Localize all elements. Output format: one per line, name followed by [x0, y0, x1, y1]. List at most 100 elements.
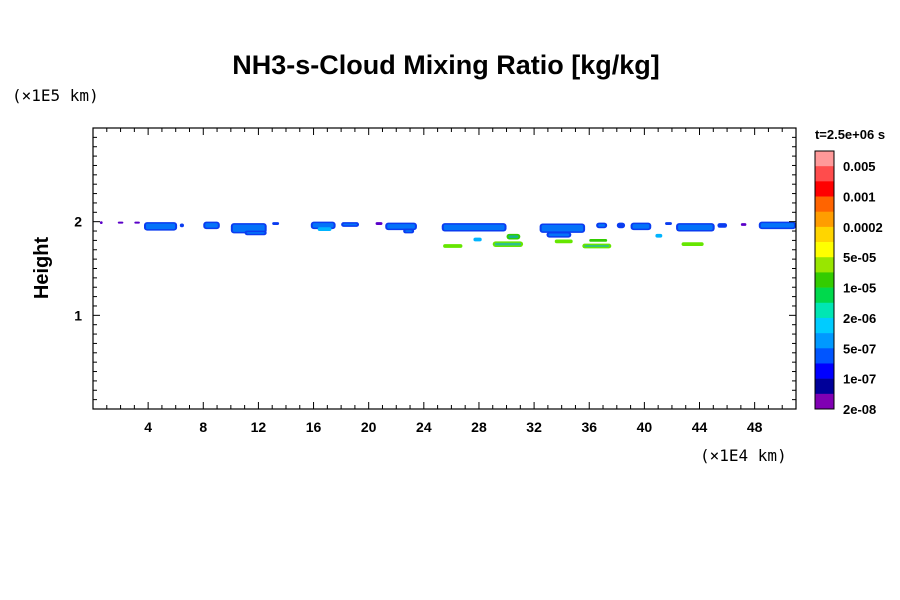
cloud-core — [99, 221, 103, 225]
colorbar-swatch — [815, 226, 834, 243]
colorbar-label: 5e-05 — [843, 250, 876, 265]
cloud-inner — [146, 223, 176, 230]
y-tick-label: 1 — [74, 307, 82, 323]
x-axis-unit: (×1E4 km) — [700, 446, 787, 465]
cloud-inner — [205, 223, 218, 228]
cloud-inner — [760, 223, 794, 228]
cloud-patch — [144, 222, 178, 231]
cloud-core — [272, 222, 280, 225]
cloud-core — [665, 222, 672, 225]
cloud-patch — [443, 244, 463, 248]
cloud-core — [589, 238, 608, 242]
colorbar-swatch — [815, 196, 834, 213]
cloud-inner — [387, 224, 415, 229]
cloud-inner — [584, 245, 610, 247]
x-tick-label: 12 — [251, 419, 267, 435]
colorbar-swatch — [815, 272, 834, 288]
cloud-patch — [589, 238, 608, 242]
cloud-patch — [272, 222, 280, 225]
x-axis: 4 8 12 16 20 24 28 32 36 40 44 48 — [106, 128, 783, 435]
cloud-patch — [554, 239, 573, 244]
y-tick-label: 2 — [74, 214, 82, 230]
x-tick-label: 48 — [747, 419, 763, 435]
cloud-patch — [179, 223, 184, 228]
time-label: t=2.5e+06 s — [815, 127, 885, 142]
cloud-core — [740, 223, 747, 226]
cloud-core — [655, 233, 663, 238]
cloud-inner — [548, 233, 570, 237]
x-tick-label: 24 — [416, 419, 432, 435]
cloud-patch — [758, 221, 796, 230]
cloud-patch — [317, 227, 332, 232]
cloud-inner — [494, 242, 522, 246]
x-tick-label: 4 — [144, 419, 152, 435]
plot-frame — [92, 127, 797, 410]
cloud-patch — [134, 221, 140, 224]
chart-title: NH3-s-Cloud Mixing Ratio [kg/kg] — [232, 50, 660, 80]
colorbar-label: 5e-07 — [843, 341, 876, 356]
x-tick-label: 36 — [581, 419, 597, 435]
cloud-patch — [117, 221, 124, 224]
cloud-inner — [598, 224, 606, 227]
colorbar-frame — [814, 150, 835, 410]
cloud-patch — [681, 242, 704, 247]
cloud-patch — [546, 231, 572, 238]
colorbar-swatch — [815, 242, 834, 258]
colorbar-label: 2e-08 — [843, 402, 876, 417]
colorbar-swatch — [815, 211, 834, 228]
colorbar-swatch — [815, 363, 834, 379]
colorbar-swatch — [815, 393, 834, 410]
cloud-core — [554, 239, 573, 244]
x-tick-label: 8 — [199, 419, 207, 435]
colorbar-label: 0.005 — [843, 159, 876, 174]
cloud-patch — [596, 222, 608, 229]
cloud-core — [717, 223, 728, 228]
cloud-core — [681, 242, 704, 247]
cloud-patch — [244, 230, 267, 236]
cloud-patch — [403, 228, 415, 234]
x-tick-label: 16 — [306, 419, 322, 435]
cloud-core — [117, 221, 124, 224]
colorbar-swatch — [815, 333, 834, 349]
cloud-inner — [678, 224, 713, 231]
cloud-patch — [473, 237, 482, 242]
colorbar-label: 0.001 — [843, 190, 876, 205]
cloud-inner — [232, 224, 265, 232]
cloud-inner — [508, 235, 519, 238]
cloud-inner — [405, 230, 413, 232]
cloud-patch — [99, 221, 103, 225]
colorbar-swatch — [815, 166, 834, 182]
cloud-patch — [740, 223, 747, 226]
x-tick-label: 44 — [692, 419, 708, 435]
cloud-core — [443, 244, 463, 248]
colorbar-swatch — [815, 317, 834, 334]
cloud-patch — [676, 223, 715, 232]
cloud-inner — [312, 223, 334, 228]
cloud-patch — [375, 222, 383, 225]
cloud-inner — [443, 224, 505, 231]
cloud-inner — [632, 224, 650, 229]
colorbar-swatch — [815, 348, 834, 364]
cloud-inner — [343, 223, 358, 226]
cloud-core — [375, 222, 383, 225]
colorbar-swatch — [815, 257, 834, 273]
cloud-patch — [492, 241, 524, 247]
cloud-patch — [616, 222, 626, 229]
colorbar-swatch — [815, 302, 834, 319]
x-tick-label: 28 — [471, 419, 487, 435]
colorbar-swatch — [815, 151, 834, 167]
cloud-core — [179, 223, 184, 228]
x-tick-label: 32 — [526, 419, 542, 435]
y-axis: 12 — [74, 136, 796, 401]
y-axis-label: Height — [31, 237, 53, 300]
y-axis-unit: (×1E5 km) — [12, 86, 99, 105]
cloud-patch — [717, 223, 728, 228]
colorbar-swatch — [815, 181, 834, 197]
cloud-core — [473, 237, 482, 242]
x-tick-label: 20 — [361, 419, 377, 435]
cloud-inner — [246, 232, 265, 234]
colorbar-label: 1e-05 — [843, 281, 876, 296]
cloud-core — [616, 222, 626, 229]
colorbar-label: 0.0002 — [843, 220, 883, 235]
cloud-patch — [665, 222, 672, 225]
